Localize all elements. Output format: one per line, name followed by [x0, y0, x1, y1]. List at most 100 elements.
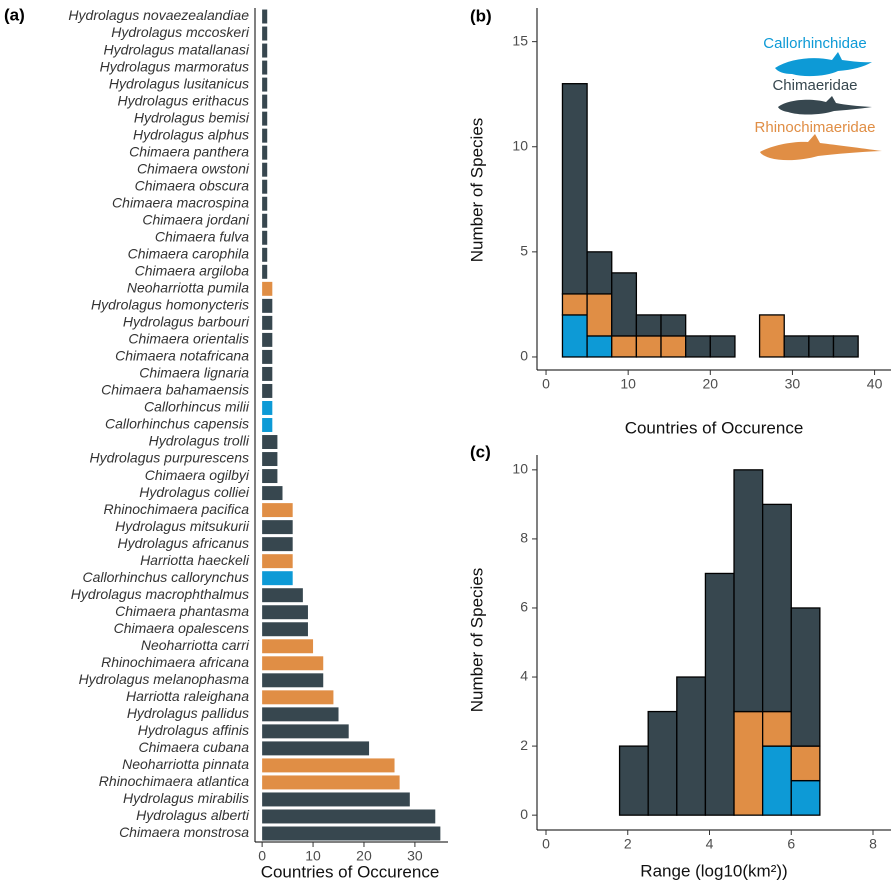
y-tick-label: 0: [520, 806, 528, 822]
histogram-bar: [612, 336, 637, 357]
category-label: Chimaera fulva: [155, 228, 249, 244]
bar: [262, 588, 303, 602]
category-label: Chimaera cubana: [138, 739, 249, 755]
x-tick-label: 0: [542, 836, 550, 852]
bar: [262, 95, 267, 109]
category-label: Chimaera phantasma: [115, 603, 249, 619]
category-label: Hydrolagus mitsukurii: [115, 518, 250, 534]
x-tick-label: 0: [542, 376, 550, 392]
x-tick-label: 40: [867, 376, 883, 392]
bar: [262, 690, 333, 704]
bar: [262, 197, 267, 211]
bar: [262, 367, 272, 381]
bar: [262, 231, 267, 245]
bar: [262, 350, 272, 364]
x-tick-label: 10: [620, 376, 636, 392]
histogram-bar: [760, 315, 785, 357]
bar: [262, 809, 435, 823]
x-tick-label: 30: [407, 848, 423, 864]
bar: [262, 520, 293, 534]
bar: [262, 265, 267, 279]
category-label: Rhinochimaera africana: [101, 654, 249, 670]
histogram-bar: [705, 573, 734, 815]
x-tick-label: 4: [706, 836, 714, 852]
category-label: Chimaera orientalis: [128, 331, 249, 347]
category-label: Callorhinchus capensis: [105, 416, 249, 432]
bar: [262, 44, 267, 58]
histogram-bar: [686, 336, 711, 357]
category-label: Hydrolagus lusitanicus: [109, 75, 249, 91]
category-label: Harriotta raleighana: [126, 688, 249, 704]
x-tick-label: 30: [785, 376, 801, 392]
y-tick-label: 8: [520, 530, 528, 546]
bar: [262, 622, 308, 636]
category-label: Chimaera panthera: [129, 143, 249, 159]
x-tick-label: 20: [356, 848, 372, 864]
histogram-bar: [661, 336, 686, 357]
y-tick-label: 4: [520, 668, 528, 684]
bar: [262, 673, 323, 687]
histogram-bar: [791, 781, 820, 816]
bar: [262, 469, 277, 483]
figure: (a) (b) (c) Countries of Occurence Count…: [0, 0, 891, 884]
bar: [262, 758, 394, 772]
histogram-bar: [661, 315, 686, 336]
category-label: Neoharriotta carri: [141, 637, 250, 653]
category-label: Neoharriotta pinnata: [122, 756, 249, 772]
category-label: Hydrolagus pallidus: [127, 705, 249, 721]
category-label: Chimaera bahamaensis: [101, 382, 249, 398]
panel-label: (c): [470, 442, 491, 461]
category-label: Chimaera monstrosa: [119, 824, 249, 840]
category-label: Chimaera macrospina: [112, 194, 249, 210]
histogram-bar: [784, 336, 809, 357]
category-label: Hydrolagus melanophasma: [79, 671, 250, 687]
category-label: Hydrolagus colliei: [139, 484, 250, 500]
y-tick-label: 2: [520, 737, 528, 753]
histogram-bar: [734, 470, 763, 712]
category-label: Chimaera notafricana: [115, 348, 249, 364]
bar: [262, 401, 272, 415]
y-tick-label: 5: [520, 243, 528, 259]
bar: [262, 741, 369, 755]
bar: [262, 61, 267, 75]
histogram-bar: [636, 315, 661, 336]
category-label: Hydrolagus affinis: [138, 722, 249, 738]
histogram-bar: [677, 677, 706, 815]
y-tick-label: 15: [512, 32, 528, 48]
category-label: Chimaera carophila: [128, 245, 250, 261]
histogram-bar: [763, 746, 792, 815]
category-label: Hydrolagus marmoratus: [100, 58, 249, 74]
category-label: Neoharriotta pumila: [127, 280, 249, 296]
bar: [262, 10, 267, 24]
histogram-bar: [763, 712, 792, 747]
category-label: Hydrolagus purpurescens: [89, 450, 249, 466]
bar: [262, 707, 338, 721]
histogram-bar: [587, 336, 612, 357]
bar: [262, 537, 293, 551]
x-tick-label: 8: [869, 836, 877, 852]
category-label: Chimaera opalescens: [114, 620, 249, 636]
bar: [262, 656, 323, 670]
y-tick-label: 6: [520, 599, 528, 615]
category-label: Hydrolagus alberti: [136, 807, 250, 823]
bar: [262, 299, 272, 313]
bar: [262, 554, 293, 568]
histogram-bar: [636, 336, 661, 357]
histogram-bar: [562, 84, 587, 294]
fish-icon: [775, 52, 872, 76]
bar: [262, 78, 267, 92]
category-label: Hydrolagus barbouri: [123, 314, 250, 330]
category-label: Chimaera lignaria: [139, 365, 249, 381]
bar: [262, 605, 308, 619]
category-label: Hydrolagus trolli: [149, 433, 250, 449]
page: (a) (b) (c) Countries of Occurence Count…: [0, 0, 891, 884]
bar: [262, 775, 399, 789]
category-label: Hydrolagus macrophthalmus: [71, 586, 249, 602]
histogram-bar: [734, 712, 763, 816]
fish-icon: [778, 96, 872, 115]
category-label: Chimaera owstoni: [137, 160, 250, 176]
bar: [262, 214, 267, 228]
histogram-bar: [763, 504, 792, 711]
x-tick-label: 20: [703, 376, 719, 392]
histogram-bar: [562, 294, 587, 315]
